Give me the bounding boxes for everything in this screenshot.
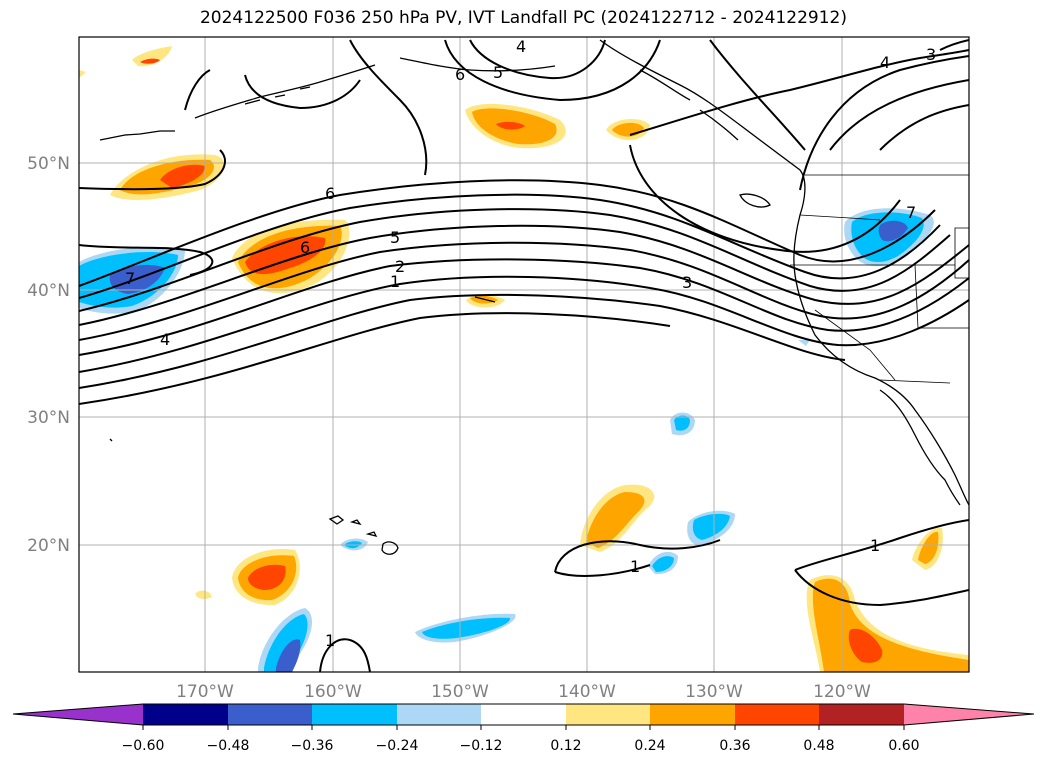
longitude-labels: 170°W 160°W 150°W 140°W 130°W 120°W <box>176 682 871 702</box>
contour-label: 7 <box>125 269 135 288</box>
contour-label: 1 <box>870 536 880 555</box>
lat-label-40n: 40°N <box>27 281 70 301</box>
lat-label-50n: 50°N <box>27 154 70 174</box>
lon-label-140w: 140°W <box>558 682 616 702</box>
colorbar-bin <box>481 704 566 725</box>
colorbar-bin <box>650 704 735 725</box>
colorbar: −0.60 −0.48 −0.36 −0.24 −0.12 0.12 0.24 … <box>12 703 1035 754</box>
contour-label: 4 <box>516 37 526 56</box>
pv-negative-regions <box>79 208 934 672</box>
pv-positive-regions <box>79 46 969 672</box>
contour-label: 6 <box>300 238 310 257</box>
colorbar-tick-label: −0.12 <box>460 738 503 754</box>
colorbar-tick-label: 0.12 <box>550 738 581 754</box>
colorbar-bin <box>819 704 904 725</box>
colorbar-tick-label: −0.48 <box>207 738 250 754</box>
colorbar-tick-label: 0.36 <box>719 738 750 754</box>
lon-label-160w: 160°W <box>304 682 362 702</box>
colorbar-tick-label: −0.24 <box>376 738 419 754</box>
colorbar-extend-high <box>904 704 1034 725</box>
colorbar-tick-label: −0.36 <box>291 738 334 754</box>
contour-label: 7 <box>906 203 916 222</box>
colorbar-tick-label: 0.48 <box>803 738 834 754</box>
contour-labels: 4 5 6 4 3 6 7 5 2 1 4 3 7 6 1 1 1 <box>125 37 936 650</box>
lon-label-150w: 150°W <box>431 682 489 702</box>
colorbar-tick-label: 0.24 <box>634 738 665 754</box>
colorbar-bin <box>312 704 397 725</box>
lat-label-20n: 20°N <box>27 536 70 556</box>
colorbar-bin <box>228 704 312 725</box>
lon-label-170w: 170°W <box>176 682 234 702</box>
contour-label: 1 <box>630 557 640 576</box>
contour-label: 6 <box>455 65 465 84</box>
colorbar-bin <box>143 704 228 725</box>
graticule <box>79 37 969 672</box>
contour-label: 1 <box>325 631 335 650</box>
contour-label: 6 <box>325 184 335 203</box>
lon-label-130w: 130°W <box>685 682 743 702</box>
colorbar-extend-low <box>13 704 143 725</box>
contour-label: 3 <box>926 45 936 64</box>
contour-label: 5 <box>390 228 400 247</box>
contour-label: 1 <box>390 272 400 291</box>
political-borders <box>790 174 969 384</box>
colorbar-bin <box>735 704 819 725</box>
colorbar-bin <box>397 704 481 725</box>
map-frame <box>78 36 970 673</box>
colorbar-tick-label: 0.60 <box>888 738 919 754</box>
contour-label: 4 <box>160 330 170 349</box>
ivt-contours <box>79 39 969 672</box>
colorbar-bin <box>566 704 650 725</box>
lon-label-120w: 120°W <box>813 682 871 702</box>
contour-label: 5 <box>493 63 503 82</box>
contour-label: 2 <box>395 257 405 276</box>
contour-label: 4 <box>880 53 890 72</box>
lat-label-30n: 30°N <box>27 408 70 428</box>
latitude-labels: 50°N 40°N 30°N 20°N <box>27 154 70 556</box>
coastlines <box>99 39 969 555</box>
map-title: 2024122500 F036 250 hPa PV, IVT Landfall… <box>199 8 847 28</box>
contour-label: 3 <box>682 273 692 292</box>
colorbar-tick-label: −0.60 <box>122 738 165 754</box>
